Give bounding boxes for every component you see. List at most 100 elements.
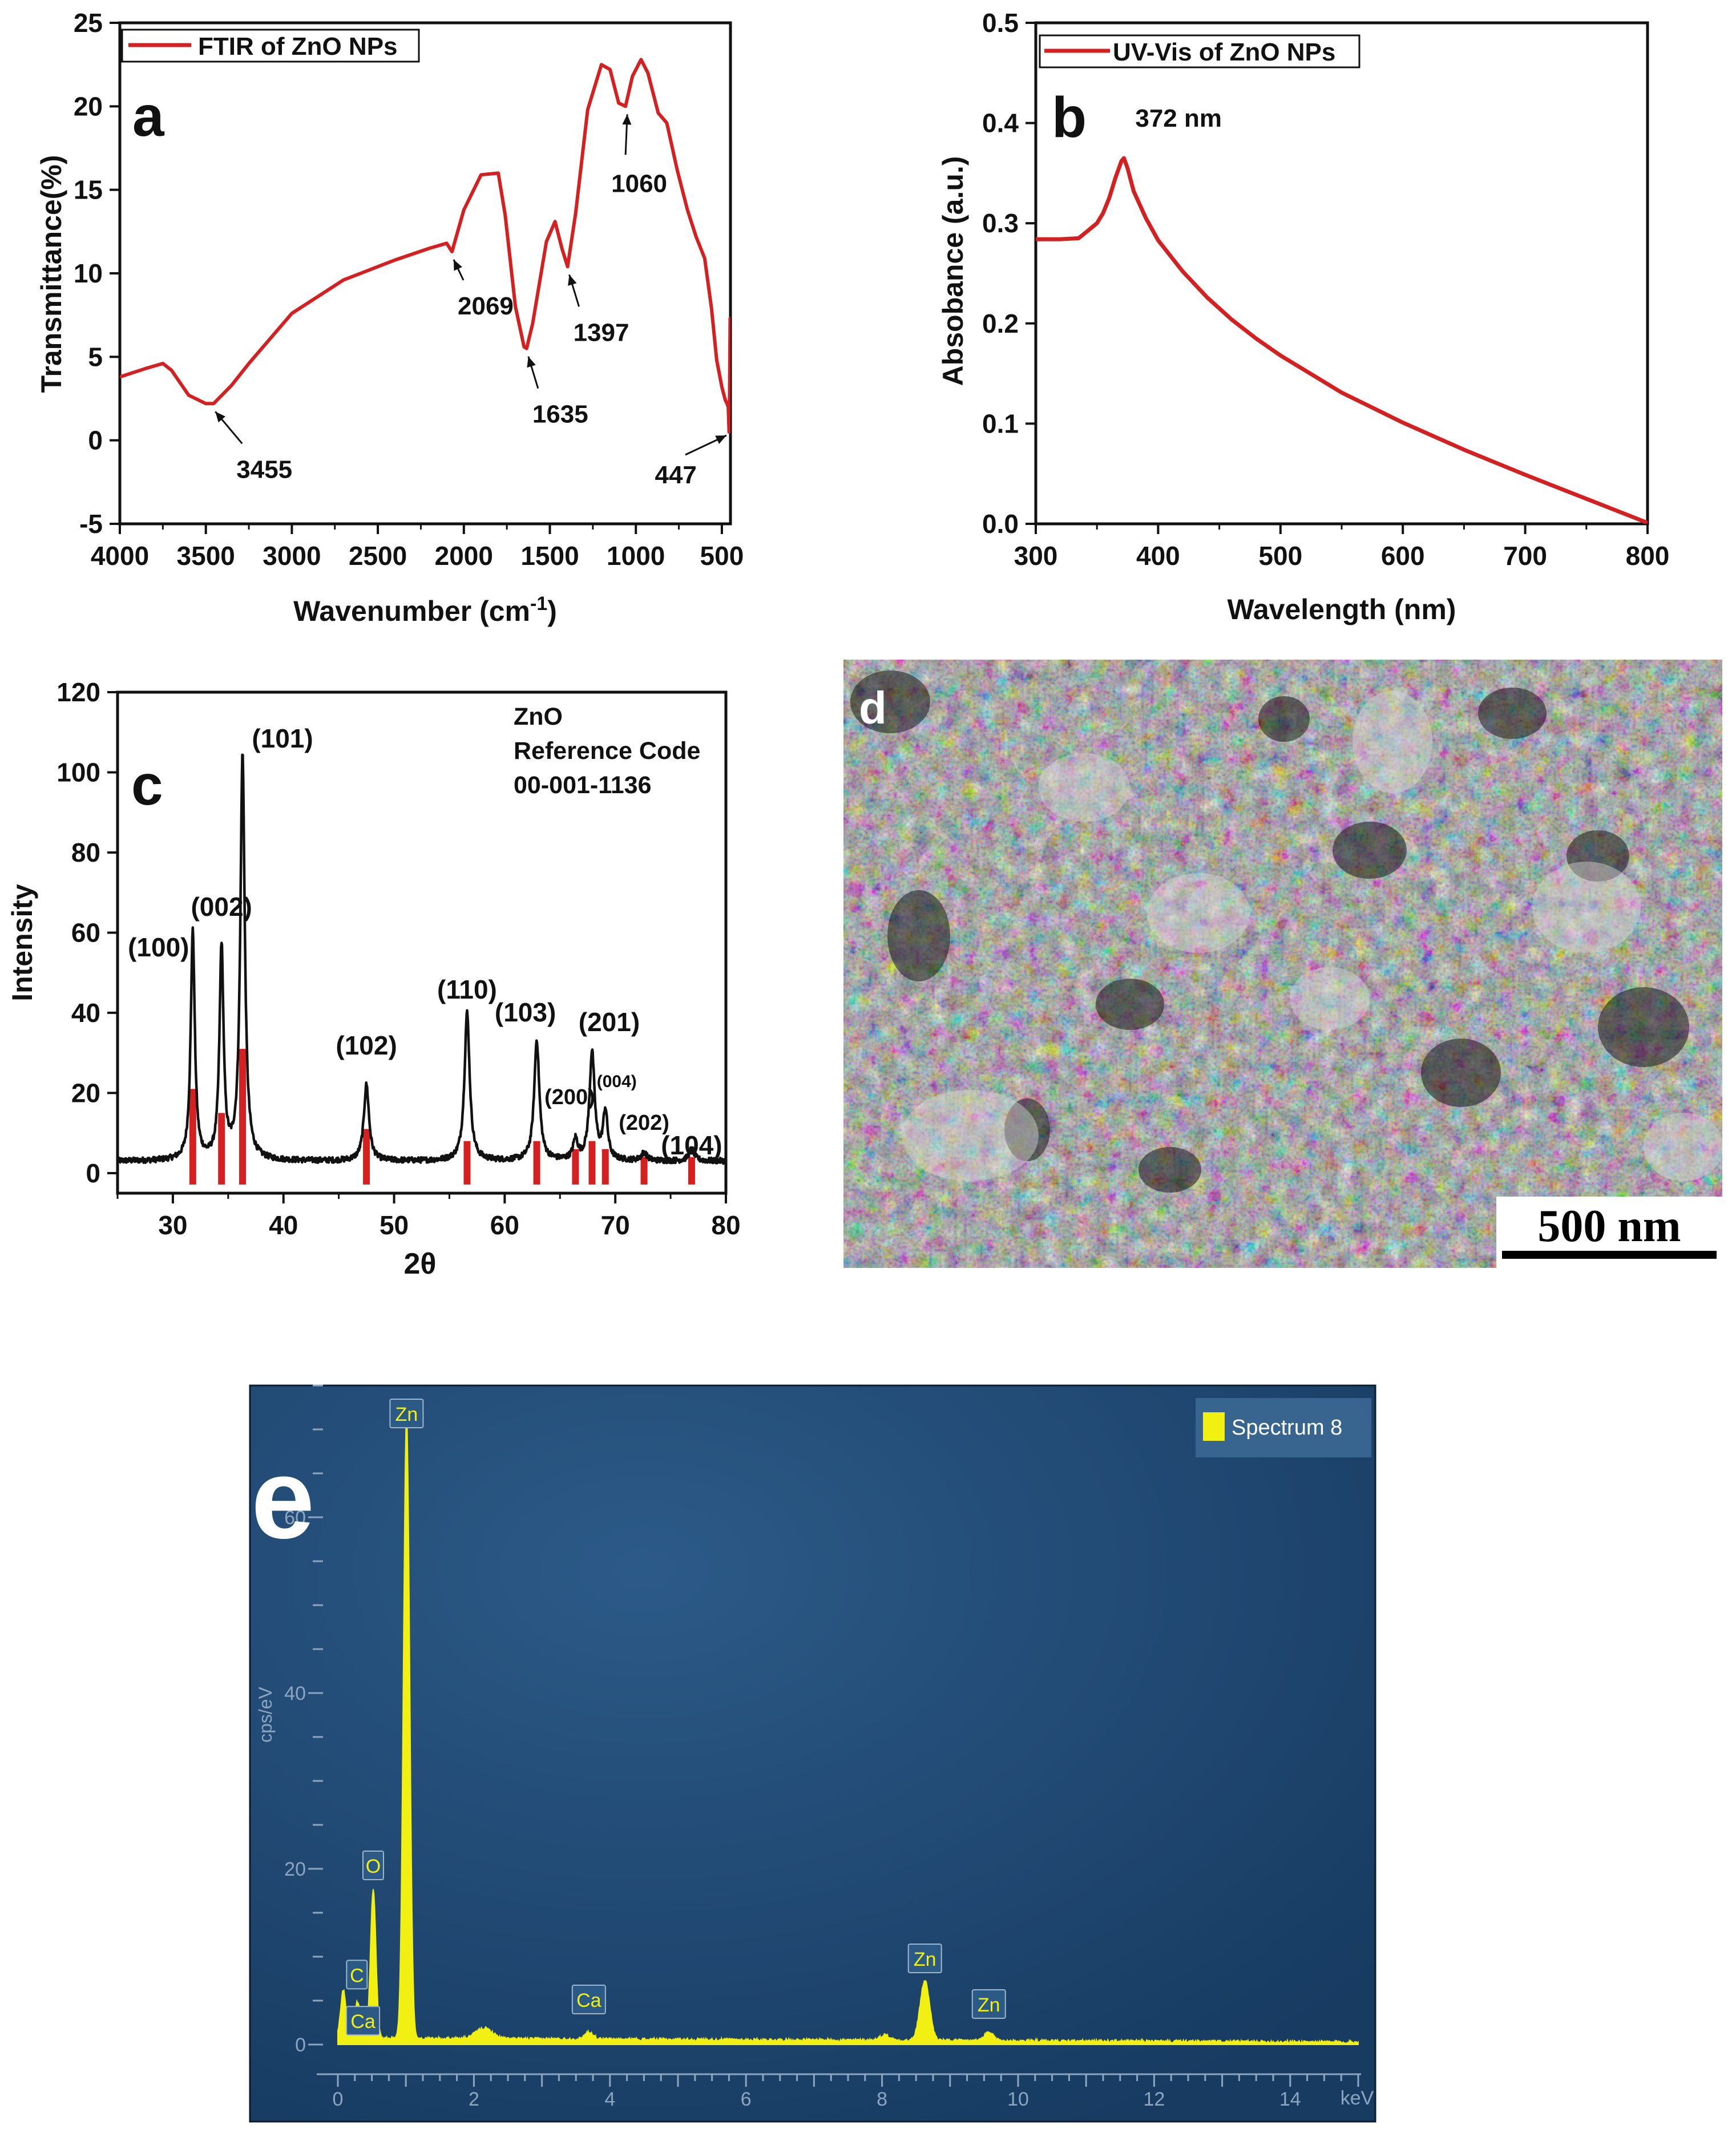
panel-c-xrd-series-line (118, 753, 726, 1165)
panel-a-annotation-arrowhead (622, 114, 632, 125)
panel-a-xlabel-end: ) (547, 595, 557, 627)
panel-e-x-tick-label: 0 (333, 2088, 344, 2110)
panel-e-peak-label: C (350, 1965, 364, 1986)
panel-c-ylabel: Intensity (6, 884, 38, 1001)
panel-c-y-tick-label: 80 (71, 838, 100, 867)
panel-a-annotation-label: 1635 (532, 401, 588, 429)
panel-c-peak-label: (202) (619, 1111, 669, 1135)
panel-a-annotation-label: 447 (655, 461, 696, 489)
panel-c-reference-stick (363, 1129, 370, 1185)
panel-c-x-tick-label: 50 (380, 1210, 409, 1240)
panel-b-annotations: 372 nm (1135, 104, 1222, 132)
panel-c-reference-stick (533, 1141, 540, 1185)
panel-b-x-tick-label: 600 (1381, 541, 1425, 571)
panel-c-letter: c (131, 753, 163, 817)
panel-a-plot-frame (118, 21, 732, 526)
panel-b-legend-label: UV-Vis of ZnO NPs (1113, 38, 1335, 66)
panel-a-annotation-label: 1397 (574, 318, 629, 346)
panel-c-y-tick-label: 60 (71, 918, 100, 947)
panel-e-peak-label: Ca (576, 1990, 601, 2011)
panel-e-y-tick-label: 40 (284, 1683, 306, 1704)
panel-c-y-tick-label: 120 (56, 677, 100, 707)
panel-d-scalebar-label: 500 nm (1537, 1201, 1681, 1251)
panel-e-ylabel: cps/eV (255, 1686, 276, 1742)
panel-c-x-tick-label: 40 (269, 1210, 298, 1240)
panel-a-x-tick-label: 2500 (349, 541, 407, 571)
panel-a-x-tick-label: 1500 (520, 541, 579, 571)
panel-a-y-tick-label: 25 (74, 8, 103, 38)
panel-b-plot-frame (1034, 21, 1649, 526)
panel-b-y-tick-label: 0.3 (982, 208, 1019, 238)
panel-c-x-tick-label: 70 (601, 1210, 630, 1240)
panel-a-ftir-series-line (120, 58, 730, 434)
panel-b-y-tick-label: 0.4 (982, 108, 1019, 138)
panel-e-peak-label-box (907, 1944, 942, 1973)
panel-c-peak-label: (200) (544, 1085, 595, 1109)
panel-a-x-tick-label: 500 (700, 541, 744, 571)
panel-e-peak-label: Zn (395, 1404, 418, 1425)
panel-e-y-tick-label: 0 (295, 2034, 306, 2056)
panel-b-y-tick-label: 0.0 (982, 509, 1019, 539)
panel-b-y-tick-label: 0.2 (982, 309, 1019, 338)
panel-a-xlabel-main: Wavenumber (cm (293, 595, 530, 627)
panel-b-annotation-label: 372 nm (1135, 104, 1222, 132)
panel-e-peak-label-box (362, 1851, 384, 1880)
panel-b-letter: b (1052, 86, 1087, 150)
panel-e-x-tick-label: 8 (877, 2088, 887, 2110)
panel-c-peak-label: (102) (336, 1031, 397, 1060)
panel-a-y-tick-label: -5 (79, 509, 103, 539)
panel-e-peak-label-box (389, 1399, 424, 1428)
panel-e-peak-label: Zn (914, 1949, 936, 1970)
panel-d-letter: d (859, 682, 887, 733)
panel-c-reference-stick (640, 1157, 648, 1185)
panel-a-y-tick-label: 5 (88, 342, 103, 371)
panel-e-xlabel: keV (1341, 2087, 1374, 2109)
panel-c-x-tick-label: 80 (711, 1210, 740, 1240)
panel-c-x-tick-label: 60 (490, 1210, 519, 1240)
panel-e-peak-label-box (971, 1989, 1006, 2019)
panel-a-ticks: 4000 3500 3000 2500 2000 1500 1000 500 -5 0 5 10 15 2… (74, 8, 744, 571)
panel-e-y-tick-label: 20 (284, 1859, 306, 1880)
panel-b-x-tick-label: 800 (1626, 541, 1670, 571)
panel-e-peak-label: Ca (350, 2011, 376, 2033)
panel-c-y-tick-label: 20 (71, 1078, 100, 1108)
panel-c-peak-label: (100) (128, 932, 189, 962)
panel-e-legend-label: Spectrum 8 (1232, 1416, 1342, 1440)
panel-e-y-tick-label: 60 (284, 1507, 306, 1529)
panel-c-reference-line-1: ZnO (514, 703, 563, 730)
panel-e-x-tick-label: 10 (1007, 2088, 1029, 2110)
panel-a-annotation-arrowhead (215, 411, 225, 423)
panel-c-ticks: 30 40 50 60 70 80 0 20 40 60 80 100 120 (56, 677, 740, 1240)
panel-a-annotation-label: 2069 (458, 292, 514, 320)
panel-a-x-tick-label: 3000 (263, 541, 321, 571)
panel-b-y-tick-label: 0.5 (982, 8, 1019, 38)
panel-b-x-tick-label: 700 (1503, 541, 1547, 571)
panel-a-annotation-arrowhead (454, 259, 462, 271)
panel-e-ticks: 0 2 4 6 8 10 12 14 0 20 40 60 (284, 1384, 1361, 2110)
panel-e-spectrum-area (337, 1415, 1359, 2046)
panel-a-annotation-arrowhead (568, 274, 577, 286)
panel-e-legend-box (1196, 1398, 1371, 1457)
panel-c-reference-sticks (189, 1049, 695, 1185)
panel-b-x-tick-label: 500 (1258, 541, 1302, 571)
panel-c-reference-stick (688, 1157, 695, 1185)
panel-e-peak-label: O (366, 1856, 381, 1877)
panel-e-peak-label: Zn (978, 1994, 1000, 2016)
panel-d-sem-highlights (902, 690, 1722, 1181)
panel-a-y-tick-label: 20 (74, 91, 103, 121)
panel-a-x-tick-label: 1000 (607, 541, 665, 571)
panel-c-peak-label: (004) (597, 1072, 637, 1091)
panel-c-x-tick-label: 30 (158, 1210, 187, 1240)
panel-a-xlabel: Wavenumber (cm-1) (293, 593, 557, 627)
panel-e-peak-labels: Zn O C Ca Ca Zn Zn (346, 1399, 1006, 2036)
panel-b-y-tick-label: 0.1 (982, 409, 1019, 438)
panel-b-x-tick-label: 300 (1014, 541, 1058, 571)
panel-a-annotation-arrowhead (527, 356, 536, 368)
panel-a-y-tick-label: 0 (88, 426, 103, 455)
panel-a-y-tick-label: 15 (74, 175, 103, 205)
panel-e-x-tick-label: 12 (1143, 2088, 1165, 2110)
panel-d-sem-grain (843, 660, 1722, 1268)
panel-c-reference-stick (463, 1141, 471, 1185)
panel-e-x-tick-label: 4 (604, 2088, 615, 2110)
